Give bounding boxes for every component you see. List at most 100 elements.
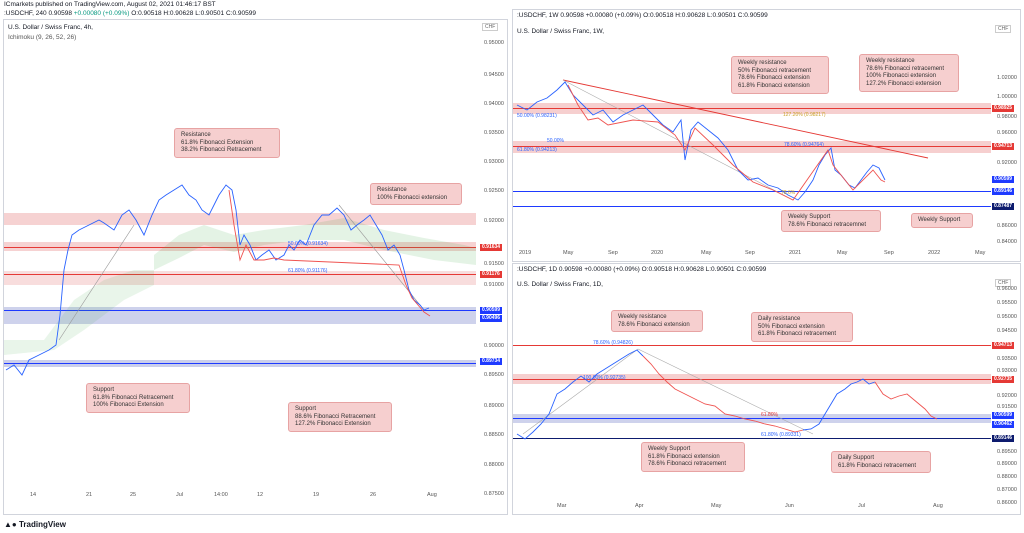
y-tick: 0.92500 (484, 188, 504, 194)
y-tick: 0.89500 (997, 449, 1017, 455)
level-line (4, 310, 476, 311)
chart-title: U.S. Dollar / Swiss Franc, 4h, (8, 24, 93, 31)
brand-name: TradingView (18, 520, 66, 529)
ohlc-open: O:0.90518 (131, 10, 162, 17)
level-line (4, 247, 476, 248)
symbol-name[interactable]: :USDCHF, 240 (4, 10, 47, 17)
y-tick: 0.86000 (997, 223, 1017, 229)
x-tick: 14 (30, 492, 37, 498)
fib-label: 50.00% (0.91634) (288, 241, 328, 247)
symbol-line: :USDCHF, 1D 0.90598 +0.00080 (+0.09%) O:… (517, 266, 767, 273)
weekly-support-callout[interactable]: Weekly Support 61.8% Fibonacci extension… (641, 442, 745, 472)
daily-support-callout[interactable]: Daily Support 61.8% Fibonacci retracemen… (831, 451, 931, 473)
chart-panel-1d[interactable]: :USDCHF, 1D 0.90598 +0.00080 (+0.09%) O:… (512, 263, 1021, 515)
y-tick: 0.84000 (997, 239, 1017, 245)
y-tick: 0.94000 (484, 101, 504, 107)
y-tick: 1.00000 (997, 94, 1017, 100)
fib-label: 50.00% (547, 138, 564, 144)
price-badge: 0.98925 (992, 105, 1015, 112)
x-tick: May (711, 503, 722, 509)
x-tick: Sep (745, 250, 755, 256)
y-tick: 0.93500 (484, 130, 504, 136)
y-tick: 0.89000 (997, 461, 1017, 467)
last-price: 0.90598 (48, 10, 72, 17)
chart-panel-1w[interactable]: :USDCHF, 1W 0.90598 +0.00080 (+0.09%) O:… (512, 9, 1021, 262)
y-tick: 1.02000 (997, 75, 1017, 81)
resistance-callout[interactable]: Resistance 61.8% Fibonacci Extension 38.… (174, 128, 280, 158)
x-tick: Mar (557, 503, 567, 509)
price-badge: 0.89146 (992, 188, 1015, 195)
y-tick: 0.92000 (997, 160, 1017, 166)
y-tick: 0.93500 (997, 356, 1017, 362)
x-tick: Apr (635, 503, 644, 509)
y-tick: 0.88000 (484, 462, 504, 468)
y-tick: 0.93000 (484, 159, 504, 165)
level-line (513, 206, 991, 207)
level-line (513, 438, 991, 439)
x-tick: 21 (86, 492, 93, 498)
weekly-resistance-callout[interactable]: Weekly resistance 78.6% Fibonacci extens… (611, 310, 703, 332)
price-badge: 0.90599 (992, 176, 1015, 183)
level-line (513, 345, 991, 346)
y-tick: 0.94500 (484, 72, 504, 78)
y-tick: 0.87500 (484, 491, 504, 497)
price-badge: 0.90599 (992, 412, 1015, 419)
weekly-resistance-callout[interactable]: Weekly resistance 50% Fibonacci retracem… (731, 56, 829, 94)
ohlc-high: H:0.90628 (163, 10, 194, 17)
price-chart-4h (4, 184, 476, 376)
y-tick: 0.91000 (484, 282, 504, 288)
y-tick: 0.94500 (997, 328, 1017, 334)
y-tick: 0.92000 (997, 393, 1017, 399)
fib-label: 61.80% (0.94213) (517, 147, 557, 153)
level-line (513, 108, 991, 109)
support-callout[interactable]: Support 61.8% Fibonacci Retracement 100%… (86, 383, 190, 413)
x-tick: 2019 (519, 250, 532, 256)
x-tick: 14:00 (214, 492, 228, 498)
symbol-line: :USDCHF, 1W 0.90598 +0.00080 (+0.09%) O:… (517, 12, 768, 19)
x-tick: Sep (608, 250, 618, 256)
price-badge: 0.91176 (480, 271, 502, 278)
price-badge: 0.89146 (992, 435, 1015, 442)
x-tick: 2021 (789, 250, 802, 256)
indicator-label[interactable]: Ichimoku (9, 26, 52, 26) (8, 34, 77, 41)
chart-panel-4h[interactable]: U.S. Dollar / Swiss Franc, 4h, Ichimoku … (3, 19, 508, 515)
resistance-callout[interactable]: Resistance 100% Fibonacci extension (370, 183, 462, 205)
x-tick: May (563, 250, 574, 256)
support-callout[interactable]: Support 88.6% Fibonacci Retracement 127.… (288, 402, 392, 432)
price-chart-1w (516, 79, 929, 201)
ohlc-close: C:0.90599 (225, 10, 256, 17)
price-badge: 0.90599 (480, 307, 503, 314)
fib-label: 61.80% (761, 412, 778, 418)
tradingview-logo[interactable]: ▲● TradingView (4, 520, 66, 529)
y-tick: 0.88500 (484, 432, 504, 438)
daily-resistance-callout[interactable]: Daily resistance 50% Fibonacci extension… (751, 312, 853, 342)
price-badge: 0.94713 (992, 143, 1015, 150)
weekly-support-callout[interactable]: Weekly Support (911, 213, 973, 228)
resistance-zone (4, 213, 476, 225)
currency-label: CHF (995, 25, 1012, 33)
publish-header: ICmarkets published on TradingView.com, … (0, 0, 1024, 18)
y-tick: 0.89000 (484, 403, 504, 409)
x-tick: Aug (933, 503, 943, 509)
fib-label: 100.00% (0.92735) (583, 375, 626, 381)
ohlc-low: L:0.90501 (195, 10, 225, 17)
x-tick: Jul (176, 492, 184, 498)
y-tick: 0.86000 (997, 500, 1017, 506)
price-badge: 0.90462 (992, 421, 1015, 428)
x-tick: 25 (130, 492, 137, 498)
currency-label: CHF (482, 23, 499, 31)
fib-label: 127.20% (0.98217) (783, 112, 826, 118)
y-tick: 0.96000 (997, 286, 1017, 292)
currency-label: CHF (995, 279, 1012, 287)
x-tick: Jul (858, 503, 866, 509)
y-tick: 0.90000 (484, 343, 504, 349)
x-tick: 26 (370, 492, 377, 498)
weekly-resistance-callout[interactable]: Weekly resistance 78.6% Fibonacci retrac… (859, 54, 959, 92)
weekly-support-callout[interactable]: Weekly Support 78.6% Fibonacci retracemn… (781, 210, 881, 232)
fib-label: 61.80% (0.91176) (288, 268, 328, 274)
x-tick: May (701, 250, 712, 256)
x-tick: Sep (884, 250, 894, 256)
level-line (513, 191, 991, 192)
level-line (513, 146, 991, 147)
fib-label: 61.80% (0.89331) (761, 432, 801, 438)
